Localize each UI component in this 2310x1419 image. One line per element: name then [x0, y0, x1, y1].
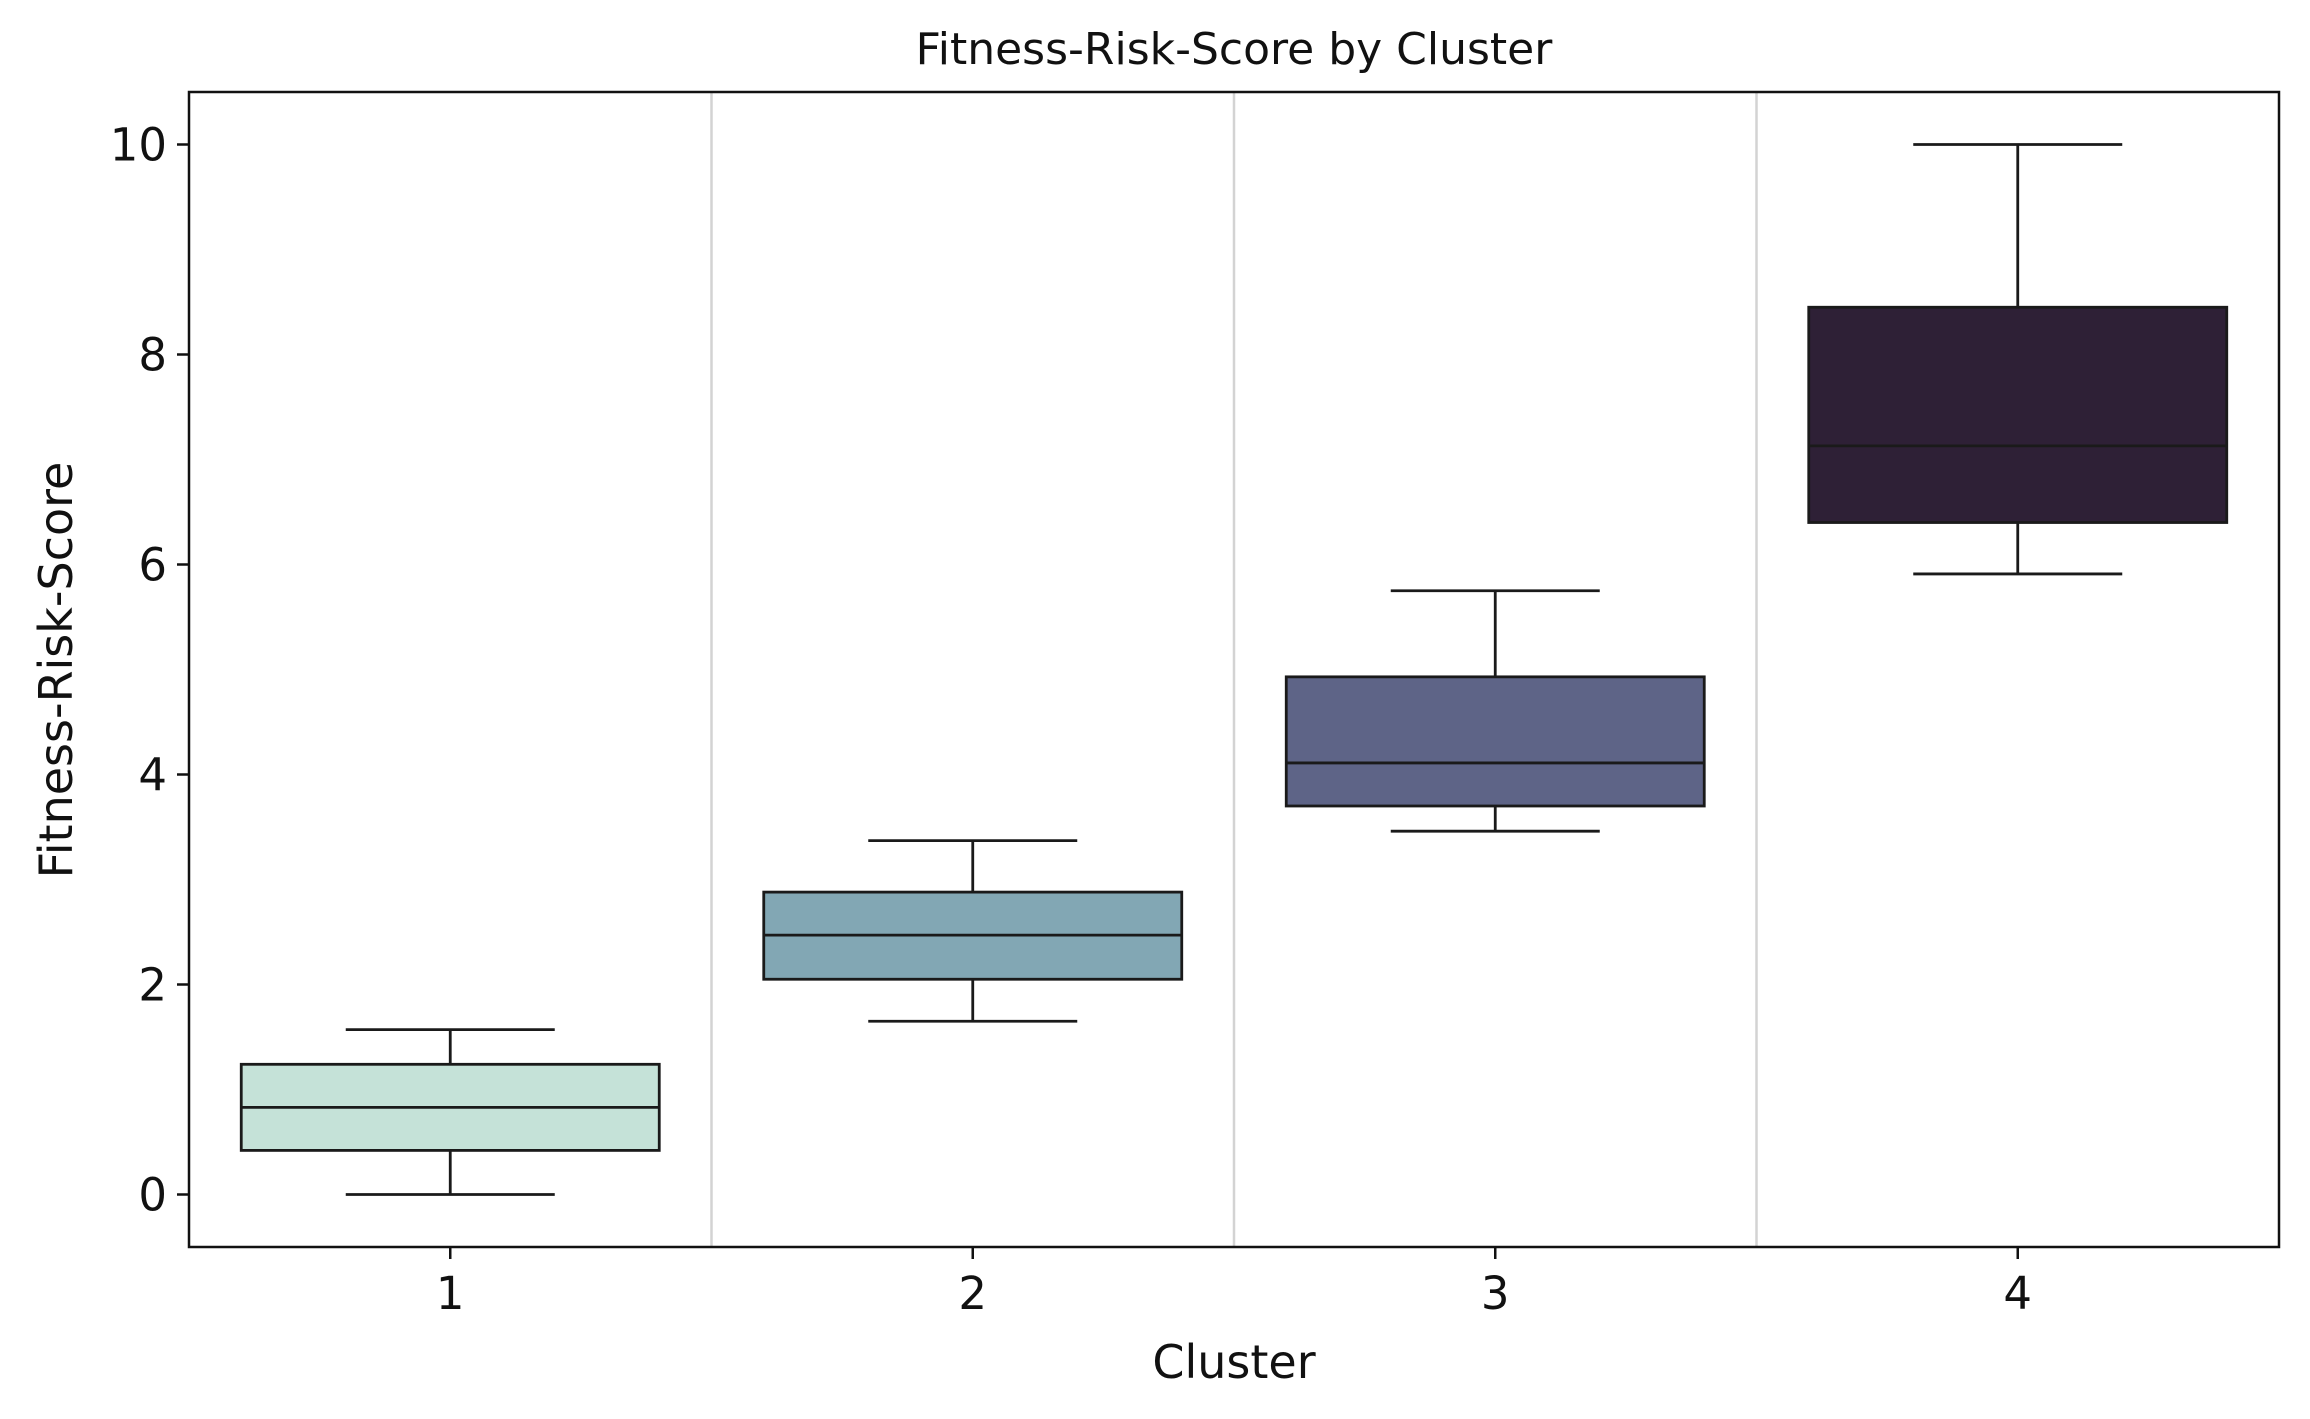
box-iqr — [1807, 305, 2229, 524]
plot-frame — [187, 90, 2281, 1249]
y-tick-label: 0 — [138, 1169, 167, 1222]
x-axis: 1 2 3 4 — [436, 1247, 2032, 1320]
y-tick-label: 6 — [138, 539, 167, 592]
y-tick-label: 4 — [138, 749, 167, 802]
box-cluster-1 — [239, 1028, 661, 1196]
box-layer — [239, 143, 2229, 1196]
x-tick-label: 2 — [958, 1267, 987, 1320]
y-tick-label: 8 — [138, 329, 167, 382]
y-axis: 0 2 4 6 8 10 — [110, 119, 189, 1222]
y-axis-label: Fitness-Risk-Score — [29, 462, 83, 879]
x-axis-label: Cluster — [1152, 1335, 1315, 1389]
vertical-grid — [710, 92, 1758, 1247]
box-cluster-3 — [1284, 589, 1706, 833]
y-tick-label: 10 — [110, 119, 167, 172]
box-cluster-2 — [762, 839, 1184, 1023]
box-iqr — [1284, 675, 1706, 808]
chart-title: Fitness-Risk-Score by Cluster — [916, 24, 1554, 75]
y-tick-label: 2 — [138, 959, 167, 1012]
x-tick-label: 4 — [2003, 1267, 2032, 1320]
x-tick-label: 3 — [1481, 1267, 1510, 1320]
x-tick-label: 1 — [436, 1267, 465, 1320]
box-cluster-4 — [1807, 143, 2229, 576]
